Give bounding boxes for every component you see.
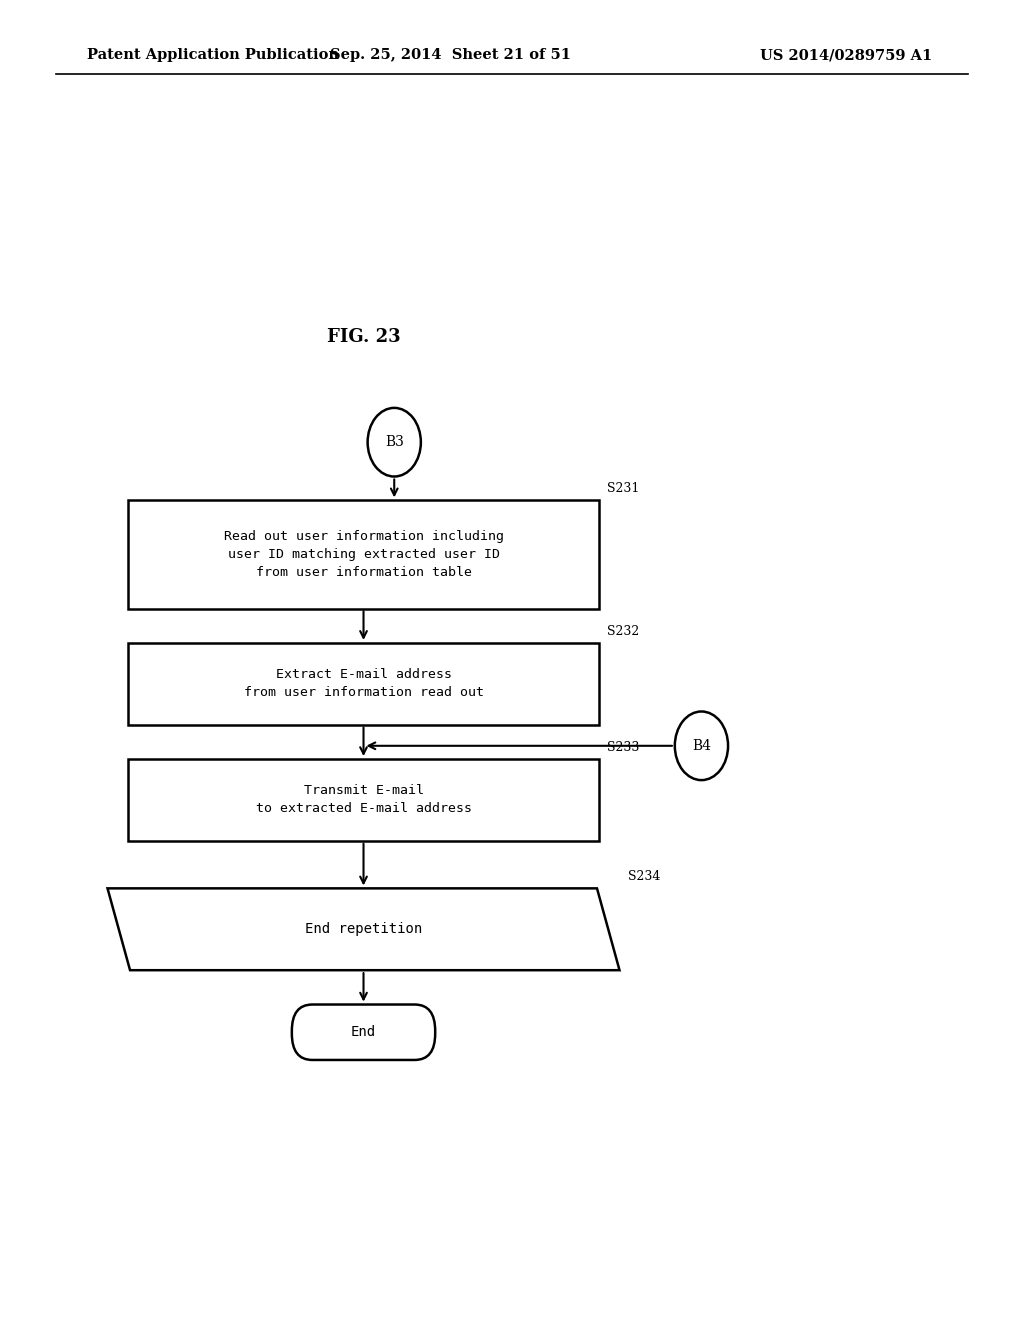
Text: B4: B4 — [692, 739, 711, 752]
Text: B3: B3 — [385, 436, 403, 449]
FancyBboxPatch shape — [128, 500, 599, 609]
Text: End repetition: End repetition — [305, 923, 422, 936]
FancyBboxPatch shape — [292, 1005, 435, 1060]
Text: Sep. 25, 2014  Sheet 21 of 51: Sep. 25, 2014 Sheet 21 of 51 — [330, 49, 571, 62]
Text: S232: S232 — [607, 624, 639, 638]
Circle shape — [368, 408, 421, 477]
Text: End: End — [351, 1026, 376, 1039]
Circle shape — [675, 711, 728, 780]
Text: Extract E-mail address
from user information read out: Extract E-mail address from user informa… — [244, 668, 483, 700]
FancyBboxPatch shape — [128, 759, 599, 841]
Text: S234: S234 — [628, 870, 660, 883]
Text: FIG. 23: FIG. 23 — [327, 327, 400, 346]
Text: S231: S231 — [607, 482, 640, 495]
Text: Patent Application Publication: Patent Application Publication — [87, 49, 339, 62]
Text: Transmit E-mail
to extracted E-mail address: Transmit E-mail to extracted E-mail addr… — [256, 784, 471, 816]
Text: Read out user information including
user ID matching extracted user ID
from user: Read out user information including user… — [223, 529, 504, 579]
Polygon shape — [108, 888, 620, 970]
Text: S233: S233 — [607, 741, 640, 754]
Text: US 2014/0289759 A1: US 2014/0289759 A1 — [760, 49, 932, 62]
FancyBboxPatch shape — [128, 643, 599, 725]
